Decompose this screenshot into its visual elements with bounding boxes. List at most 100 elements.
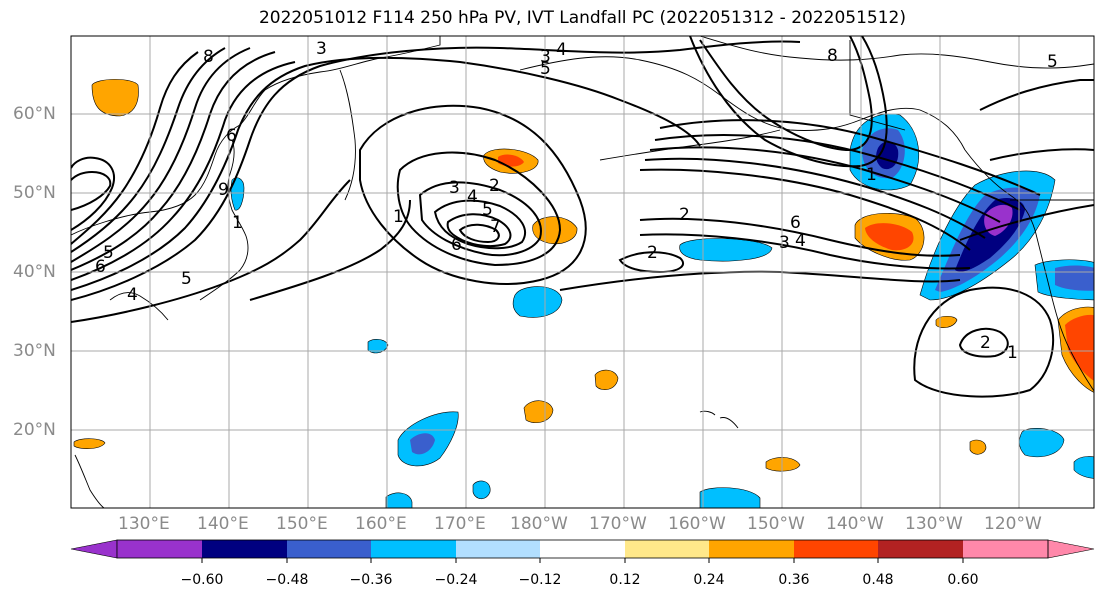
colorbar-extend-low — [70, 539, 118, 559]
anomaly-positive-subtropic-3 — [765, 457, 801, 472]
contour-label: 1 — [1007, 343, 1018, 363]
colorbar-tick-label: 0.48 — [862, 572, 894, 588]
map-title: 2022051012 F114 250 hPa PV, IVT Landfall… — [258, 8, 906, 28]
colorbar-tick-label: 0.24 — [693, 572, 725, 588]
contour-label: 2 — [489, 176, 500, 196]
contour-line — [71, 47, 226, 253]
contour-line — [433, 199, 527, 250]
lon-label-160e: 160°E — [355, 514, 407, 534]
anomaly-positive-subtropic-6 — [935, 315, 958, 329]
anomaly-positive-gulf-alaska-core — [865, 223, 914, 251]
contour-label: 2 — [980, 333, 991, 353]
contour-line — [639, 233, 971, 270]
contour-label: 3 — [779, 233, 790, 253]
contour-line — [699, 36, 873, 152]
contour-line — [446, 213, 512, 248]
anomaly-negative-subtropic-small3 — [385, 492, 413, 508]
contour-label: 4 — [127, 285, 138, 305]
contour-label: 8 — [827, 46, 838, 66]
colorbar-tick-label: −0.12 — [518, 572, 562, 588]
map-frame — [70, 35, 1095, 509]
contour-label: 6 — [226, 126, 237, 146]
colorbar-segment-1 — [202, 540, 287, 558]
colorbar — [70, 539, 1095, 563]
contour-line — [359, 104, 587, 285]
contour-label: 3 — [316, 39, 327, 59]
lon-label-140e: 140°E — [197, 514, 249, 534]
contour-line — [689, 36, 888, 168]
lon-label-140w: 140°W — [826, 514, 884, 534]
contour-label: 1 — [866, 165, 877, 185]
contour-label: 5 — [482, 200, 493, 220]
contour-line — [649, 146, 1001, 223]
contour-label: 6 — [451, 235, 462, 255]
lat-label-30n: 30°N — [13, 341, 56, 361]
colorbar-tick-label: −0.24 — [434, 572, 478, 588]
contour-labels: 8 3 4 5 5 6 6 8 9 5 4 5 3 4 5 2 6 2 2 6 … — [95, 39, 1058, 363]
anomaly-negative-subtropic-small1 — [367, 339, 389, 354]
colorbar-segment-2 — [287, 540, 371, 558]
contour-label: 4 — [467, 187, 478, 207]
coastline-alaska — [519, 56, 966, 151]
contour-label: 6 — [95, 257, 106, 277]
anomaly-negative-subtropic-west-core — [410, 433, 435, 455]
anomaly-negative-japan — [230, 177, 245, 211]
lon-label-170e: 170°E — [434, 514, 486, 534]
contour-line — [989, 148, 1094, 161]
anomaly-positive-dateline — [532, 216, 578, 245]
contour-label: 3 — [449, 178, 460, 198]
contour-label: 4 — [556, 40, 567, 60]
colorbar-tick-label: 0.60 — [947, 572, 979, 588]
anomaly-negative-interior-core — [1055, 265, 1094, 291]
contour-line — [71, 156, 115, 231]
contour-label: 4 — [795, 231, 806, 251]
colorbar-segment-5 — [540, 540, 625, 558]
contour-line — [458, 223, 500, 244]
contour-line — [958, 327, 1009, 358]
contour-line — [71, 56, 701, 291]
contour-label: 2 — [647, 243, 658, 263]
lon-label-130w: 130°W — [905, 514, 963, 534]
contour-line — [71, 170, 112, 211]
contour-line — [979, 79, 1094, 111]
anomaly-positive-sw-coast-core — [1065, 314, 1094, 381]
contour-label: 5 — [103, 243, 114, 263]
contour-label: 5 — [540, 59, 551, 79]
contour-label: 9 — [218, 180, 229, 200]
anomaly-positive-subtropic-4 — [969, 439, 987, 455]
contour-layer — [71, 36, 1094, 398]
lon-label-160w: 160°W — [668, 514, 726, 534]
coastline-arctic — [699, 36, 1094, 69]
contour-line — [659, 119, 1041, 196]
colorbar-segment-0 — [117, 540, 202, 558]
contour-line — [959, 204, 1094, 241]
contour-line — [618, 251, 685, 274]
contour-label: 5 — [1047, 52, 1058, 72]
lon-label-150e: 150°E — [276, 514, 328, 534]
contour-line — [418, 181, 542, 257]
anomaly-negative-subtropic-south — [699, 487, 761, 508]
coastline-philippines — [74, 454, 105, 508]
colorbar-segment-8 — [794, 540, 878, 558]
lon-label-130e: 130°E — [118, 514, 170, 534]
contour-label: 7 — [490, 217, 501, 237]
lon-label-180w: 180°W — [510, 514, 568, 534]
contour-line — [71, 40, 801, 301]
contour-line — [639, 217, 961, 257]
contour-line — [71, 47, 251, 263]
lat-label-20n: 20°N — [13, 420, 56, 440]
colorbar-extend-high — [1047, 539, 1095, 559]
contour-label: 8 — [203, 47, 214, 67]
contour-label: 6 — [790, 213, 801, 233]
contour-line — [396, 151, 562, 267]
lon-label-120w: 120°W — [984, 514, 1042, 534]
colorbar-tick-label: −0.60 — [180, 572, 224, 588]
colorbar-segment-7 — [709, 540, 794, 558]
lat-label-40n: 40°N — [13, 262, 56, 282]
coastline-japan — [199, 139, 249, 301]
colorbar-tick-label: −0.36 — [349, 572, 393, 588]
contour-line — [71, 61, 296, 281]
contour-label: 5 — [181, 269, 192, 289]
colorbar-segment-10 — [963, 540, 1048, 558]
